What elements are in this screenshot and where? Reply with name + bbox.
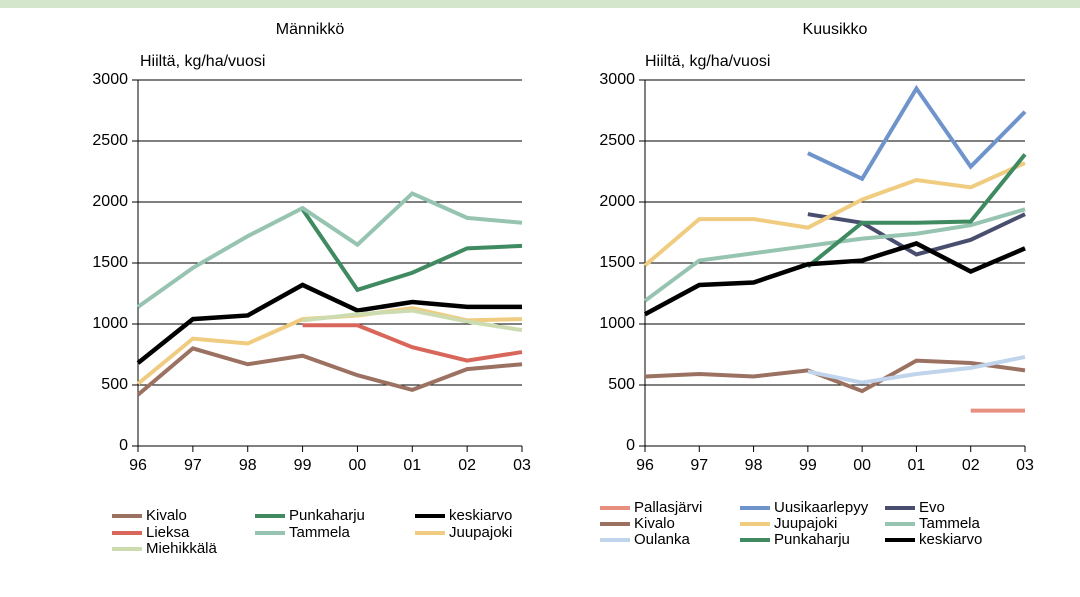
y-tick-label: 500	[101, 376, 128, 393]
y-tick-label: 3000	[599, 71, 635, 88]
x-tick-label: 96	[129, 457, 147, 474]
series-line	[302, 323, 523, 363]
x-tick-label: 97	[184, 457, 202, 474]
series-line	[806, 153, 1027, 269]
series-line	[807, 84, 1027, 182]
legend-label: Oulanka	[634, 531, 691, 548]
y-tick-label: 2000	[599, 193, 635, 210]
legend-label: keskiarvo	[449, 507, 512, 524]
series-line	[136, 346, 523, 397]
x-tick-label: 00	[349, 457, 367, 474]
legend-label: Tammela	[289, 524, 351, 541]
legend-label: Evo	[919, 499, 945, 516]
x-tick-label: 97	[690, 457, 708, 474]
legend-label: Tammela	[919, 515, 981, 532]
y-tick-label: 1500	[599, 254, 635, 271]
series-line	[302, 308, 523, 333]
series-line	[807, 354, 1026, 385]
legend-label: keskiarvo	[919, 531, 982, 548]
x-tick-label: 99	[294, 457, 312, 474]
x-tick-label: 02	[962, 457, 980, 474]
x-tick-label: 96	[636, 457, 654, 474]
x-tick-label: 03	[513, 457, 531, 474]
y-tick-label: 1000	[599, 315, 635, 332]
y-axis-label: Hiiltä, kg/ha/vuosi	[645, 53, 770, 70]
legend-label: Miehikkälä	[146, 540, 218, 557]
series-line	[643, 161, 1026, 267]
series-line	[136, 282, 522, 365]
series-line	[136, 191, 523, 309]
x-tick-label: 01	[403, 457, 421, 474]
legend-label: Lieksa	[146, 524, 190, 541]
y-tick-label: 0	[119, 437, 128, 454]
y-tick-label: 500	[608, 376, 635, 393]
legend-label: Pallasjärvi	[634, 499, 702, 516]
legend-label: Kivalo	[146, 507, 187, 524]
legend-label: Juupajoki	[774, 515, 837, 532]
y-tick-label: 1500	[92, 254, 128, 271]
y-tick-label: 1000	[92, 315, 128, 332]
top-band	[0, 0, 1080, 8]
chart-title: Männikkö	[276, 21, 345, 38]
x-tick-label: 00	[853, 457, 871, 474]
x-tick-label: 99	[799, 457, 817, 474]
x-tick-label: 02	[458, 457, 476, 474]
series-line	[807, 212, 1026, 257]
series-line	[300, 208, 523, 293]
legend-label: Punkaharju	[289, 507, 365, 524]
series-line	[643, 241, 1026, 317]
y-tick-label: 3000	[92, 71, 128, 88]
legend-label: Uusikaarlepyy	[774, 499, 869, 516]
y-tick-label: 2500	[92, 132, 128, 149]
x-tick-label: 03	[1016, 457, 1034, 474]
legend-label: Kivalo	[634, 515, 675, 532]
legend-label: Juupajoki	[449, 524, 512, 541]
y-tick-label: 2500	[599, 132, 635, 149]
x-tick-label: 98	[239, 457, 257, 474]
chart-title: Kuusikko	[803, 21, 868, 38]
series-line	[644, 358, 1026, 394]
x-tick-label: 01	[908, 457, 926, 474]
legend-label: Punkaharju	[774, 531, 850, 548]
y-tick-label: 0	[626, 437, 635, 454]
y-tick-label: 2000	[92, 193, 128, 210]
x-tick-label: 98	[745, 457, 763, 474]
y-axis-label: Hiiltä, kg/ha/vuosi	[140, 53, 265, 70]
